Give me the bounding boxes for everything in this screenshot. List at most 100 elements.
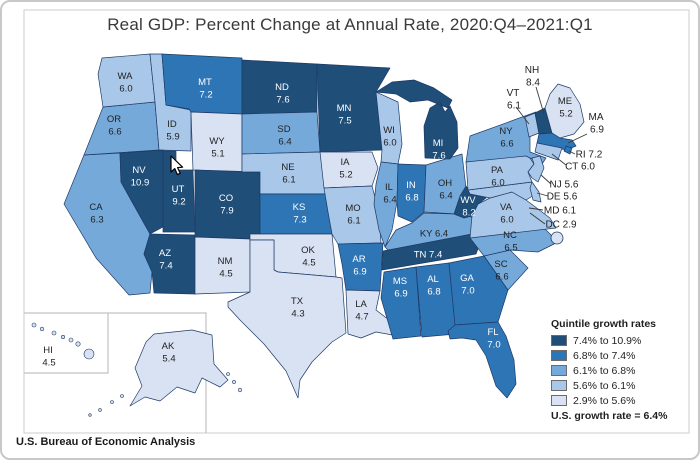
label-NY: NY 6.6 xyxy=(499,126,513,150)
label-SD: SD 6.4 xyxy=(277,124,291,148)
label-MI: MI 7.6 xyxy=(432,138,445,162)
label-RI: RI 7.2 xyxy=(576,150,603,161)
label-IN: IN 6.8 xyxy=(405,180,418,204)
legend-swatch xyxy=(551,350,567,361)
leader-DC xyxy=(529,212,546,225)
label-NV: NV 10.9 xyxy=(131,165,150,189)
label-CO: CO 7.9 xyxy=(219,193,234,217)
label-OH: OH 6.4 xyxy=(438,178,453,202)
legend-swatch xyxy=(551,395,567,406)
label-MD: MD 6.1 xyxy=(544,206,577,217)
label-AK: AK 5.4 xyxy=(162,341,176,365)
state-AK-island xyxy=(110,400,114,404)
state-HI-island xyxy=(60,334,65,339)
legend-label: 5.6% to 6.1% xyxy=(573,379,636,392)
legend-label: 7.4% to 10.9% xyxy=(573,334,642,347)
state-AK-island xyxy=(98,408,102,412)
source-attribution: U.S. Bureau of Economic Analysis xyxy=(16,436,196,448)
label-SC: SC 6.6 xyxy=(494,259,508,283)
leader-VT xyxy=(515,106,530,125)
state-MI xyxy=(375,79,459,160)
state-HI-island xyxy=(39,326,45,332)
label-GA: GA 7.0 xyxy=(460,273,474,297)
leader-NH xyxy=(535,86,545,115)
label-MA: MA 6.9 xyxy=(589,112,605,136)
hawaii-inset-divider xyxy=(24,313,109,374)
state-IA xyxy=(319,151,379,189)
state-NV xyxy=(119,149,164,235)
label-CA: CA 6.3 xyxy=(89,202,103,226)
legend-item-2: 6.8% to 7.4% xyxy=(551,348,697,363)
state-DC-marker xyxy=(550,231,564,245)
alaska-inset-divider xyxy=(24,312,207,433)
state-FL xyxy=(447,321,517,399)
state-DE xyxy=(529,181,542,203)
label-NE: NE 6.1 xyxy=(281,162,295,186)
legend-item-1: 7.4% to 10.9% xyxy=(551,333,697,348)
legend-swatch xyxy=(551,365,567,376)
state-GA xyxy=(448,255,509,326)
label-AL: AL 6.8 xyxy=(427,274,440,298)
leader-RI xyxy=(568,150,576,155)
state-AK-island xyxy=(237,387,243,393)
label-TN: TN 7.4 xyxy=(414,250,443,261)
legend-rows: 7.4% to 10.9% 6.8% to 7.4% 6.1% to 6.8% 5.6… xyxy=(551,333,697,408)
legend-label: 2.9% to 5.6% xyxy=(573,394,636,407)
state-HI-island xyxy=(83,348,95,360)
label-WV: WV 8.2 xyxy=(460,195,476,219)
label-MT: MT 7.2 xyxy=(198,77,212,101)
label-ID: ID 5.9 xyxy=(166,119,179,143)
figure-frame xyxy=(23,9,690,434)
label-OK: OK 4.5 xyxy=(301,245,315,269)
us-growth-rate-note: U.S. growth rate = 6.4% xyxy=(551,410,668,422)
state-CO xyxy=(194,169,261,240)
state-AK-island xyxy=(226,372,230,376)
label-AR: AR 6.9 xyxy=(352,254,366,278)
label-ND: ND 7.6 xyxy=(275,82,289,106)
label-UT: UT 9.2 xyxy=(172,184,186,208)
label-HI: HI 4.5 xyxy=(42,345,55,369)
label-WA: WA 6.0 xyxy=(118,71,134,95)
label-NJ: NJ 5.6 xyxy=(550,180,579,191)
leader-CT xyxy=(551,153,567,166)
label-VA: VA 6.0 xyxy=(500,202,514,226)
label-KS: KS 7.3 xyxy=(293,202,307,226)
label-VT: VT 6.1 xyxy=(507,88,522,112)
label-DC: DC 2.9 xyxy=(545,220,577,231)
label-IL: IL 6.4 xyxy=(383,182,396,206)
label-OR: OR 6.6 xyxy=(107,114,122,138)
legend-item-4: 5.6% to 6.1% xyxy=(551,378,697,393)
leader-MD xyxy=(528,207,544,211)
label-NM: NM 4.5 xyxy=(218,256,233,280)
leader-MA xyxy=(567,133,588,144)
label-WI: WI 6.0 xyxy=(383,125,396,149)
state-AZ xyxy=(143,233,196,295)
state-CT xyxy=(534,142,563,161)
label-DE: DE 5.6 xyxy=(547,192,578,203)
label-MO: MO 6.1 xyxy=(345,203,360,227)
state-AK-island xyxy=(88,413,92,417)
label-CT: CT 6.0 xyxy=(565,162,595,173)
label-TX: TX 4.3 xyxy=(291,296,305,320)
leader-NJ xyxy=(540,174,552,185)
label-PA: PA 6.0 xyxy=(491,165,505,189)
label-LA: LA 4.7 xyxy=(355,299,368,323)
legend-swatch xyxy=(551,380,567,391)
label-IA: IA 5.2 xyxy=(339,157,352,181)
legend-label: 6.8% to 7.4% xyxy=(573,349,636,362)
leader-DE xyxy=(536,192,549,197)
state-AK-island xyxy=(232,380,236,384)
state-TX xyxy=(227,239,347,399)
state-NJ xyxy=(527,155,545,183)
label-MN: MN 7.5 xyxy=(337,103,352,127)
state-AK xyxy=(129,329,229,407)
legend: Quintile growth rates 7.4% to 10.9% 6.8% … xyxy=(551,318,697,422)
label-NC: NC 6.5 xyxy=(503,230,517,254)
state-MS xyxy=(380,266,422,340)
label-ME: ME 5.2 xyxy=(558,96,573,120)
legend-title: Quintile growth rates xyxy=(551,318,657,330)
state-AK-island xyxy=(120,394,124,398)
legend-item-3: 6.1% to 6.8% xyxy=(551,363,697,378)
